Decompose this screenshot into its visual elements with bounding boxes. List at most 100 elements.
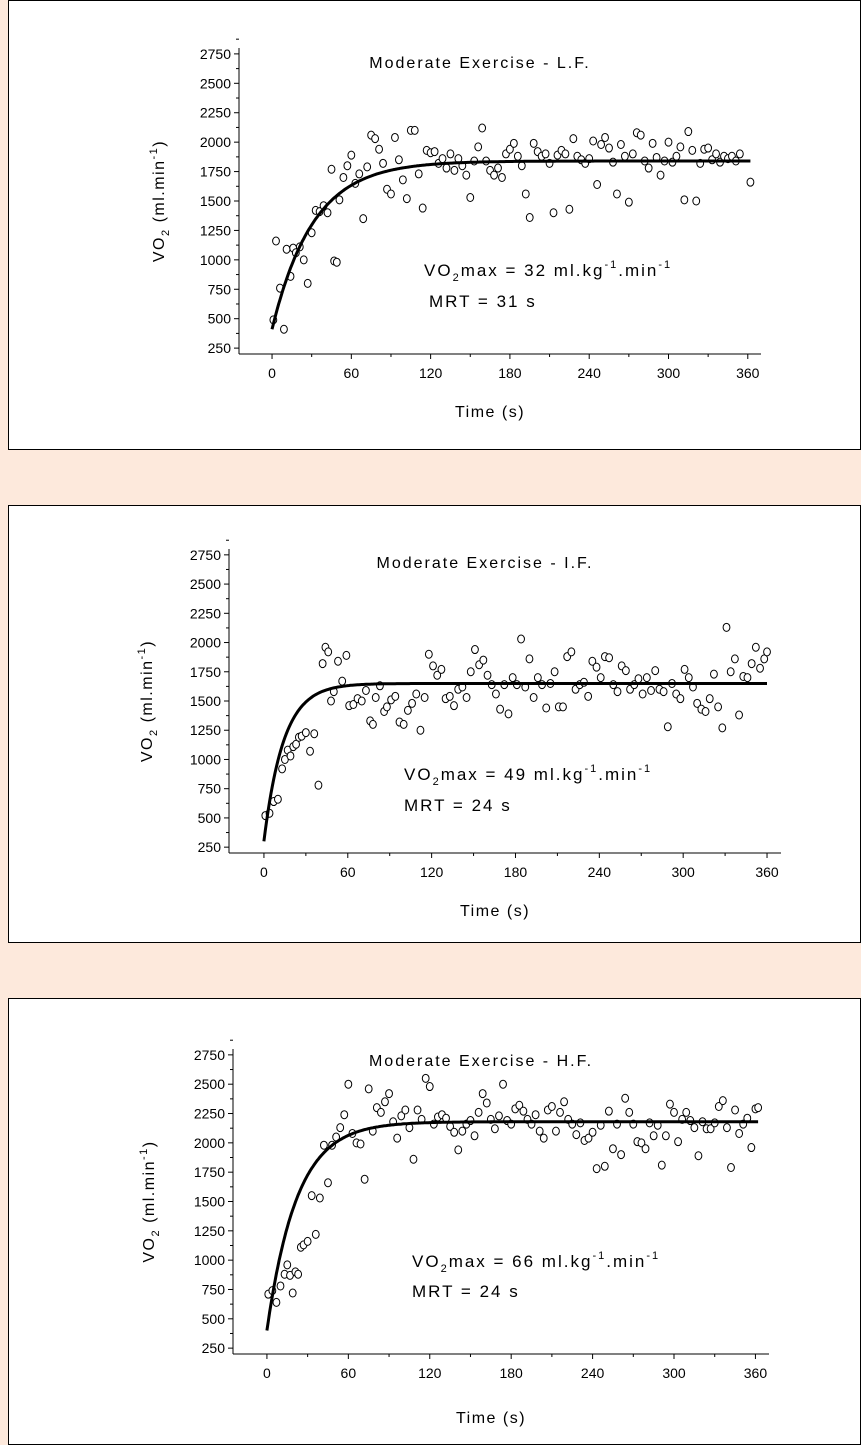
data-point — [283, 1260, 292, 1270]
y-tick-label: 500 — [198, 810, 222, 826]
data-point — [684, 127, 693, 137]
y-tick-label: 750 — [208, 281, 232, 297]
data-point — [584, 691, 593, 701]
data-point — [613, 687, 622, 697]
data-point — [593, 180, 602, 190]
x-tick-label: 360 — [755, 864, 779, 880]
chart-title: Moderate Exercise - I.F. — [377, 555, 594, 572]
data-point — [663, 722, 672, 732]
data-point — [637, 1138, 646, 1148]
y-tick-label: 750 — [202, 1281, 226, 1297]
y-tick-label: 2500 — [190, 576, 221, 592]
x-tick-label: 60 — [340, 864, 356, 880]
data-point — [690, 1123, 699, 1133]
data-point — [446, 149, 455, 159]
data-point — [621, 666, 630, 676]
data-point — [556, 1107, 564, 1117]
vo2max-annotation: VO2max = 49 ml.kg-1.min-1 — [404, 763, 652, 788]
x-tick-label: 0 — [260, 864, 268, 880]
data-point — [336, 1123, 345, 1133]
data-point — [495, 1111, 503, 1121]
y-tick-label: 1000 — [190, 751, 221, 767]
data-point — [430, 147, 439, 157]
data-point — [278, 764, 287, 774]
data-point — [496, 704, 505, 714]
data-point — [272, 236, 280, 246]
data-point — [280, 324, 288, 334]
data-point — [364, 1084, 373, 1094]
data-point — [672, 151, 681, 161]
data-point — [466, 667, 475, 677]
data-point — [535, 1126, 544, 1136]
y-tick-label: 2500 — [194, 1076, 225, 1092]
data-point — [301, 728, 310, 738]
data-point — [343, 161, 352, 171]
data-point — [409, 1154, 418, 1164]
data-point — [531, 1110, 540, 1120]
x-tick-label: 240 — [578, 365, 602, 381]
data-point — [498, 172, 506, 182]
data-point — [539, 1133, 548, 1143]
fit-curve — [265, 1120, 759, 1331]
data-point — [625, 1107, 634, 1117]
data-point — [334, 656, 342, 666]
data-point — [294, 1269, 303, 1279]
data-point — [391, 132, 399, 142]
data-point — [513, 151, 522, 161]
chart-panel-lf: 250 500 750 1000 1250 1500 1750 2000 2250 2500 275… — [8, 0, 861, 450]
data-point — [363, 162, 372, 172]
data-point — [730, 654, 739, 664]
data-point — [288, 1288, 297, 1298]
data-point — [550, 667, 559, 677]
data-point — [620, 151, 629, 161]
data-point — [355, 169, 364, 179]
y-tick-label: 500 — [202, 1311, 226, 1327]
x-tick-label: 120 — [420, 864, 444, 880]
x-tick-label: 60 — [341, 1365, 357, 1381]
data-point — [438, 154, 447, 164]
data-point — [561, 149, 570, 159]
data-point — [704, 143, 713, 153]
data-point — [462, 170, 471, 180]
data-point — [648, 138, 657, 148]
data-point — [342, 650, 351, 660]
data-point — [666, 1099, 674, 1109]
data-point — [450, 1127, 459, 1137]
data-point — [659, 687, 668, 697]
data-point — [479, 655, 488, 665]
chart-panel-if: 250 500 750 1000 1250 1500 1750 2000 2250 2500 275… — [8, 505, 861, 943]
data-point — [442, 163, 451, 173]
x-tick-label: 180 — [498, 365, 522, 381]
data-point — [509, 138, 518, 148]
x-axis-label: Time (s) — [460, 903, 530, 920]
y-tick-label: 1250 — [194, 1223, 225, 1239]
data-point — [592, 662, 601, 672]
data-point — [375, 144, 383, 154]
data-point — [641, 1144, 650, 1154]
y-tick-label: 1750 — [194, 1164, 225, 1180]
x-tick-label: 300 — [662, 1365, 686, 1381]
data-point — [604, 1106, 613, 1116]
data-point — [722, 622, 731, 632]
data-point — [569, 134, 578, 144]
data-point — [349, 700, 358, 710]
data-point — [718, 723, 727, 733]
data-point — [303, 1236, 312, 1246]
data-point — [624, 197, 633, 207]
x-tick-label: 120 — [419, 365, 443, 381]
data-point — [433, 670, 442, 680]
data-point — [525, 212, 534, 222]
data-point — [450, 165, 459, 175]
data-point — [644, 163, 653, 173]
data-point — [398, 175, 407, 185]
data-point — [746, 177, 755, 187]
data-point — [420, 692, 429, 702]
data-point — [508, 673, 517, 683]
chart-title: Moderate Exercise - H.F. — [369, 1053, 593, 1070]
x-tick-label: 240 — [581, 1365, 605, 1381]
data-point — [478, 123, 487, 133]
data-point — [445, 691, 454, 701]
data-point — [385, 1089, 393, 1099]
data-point — [529, 692, 538, 702]
y-tick-label: 250 — [208, 340, 232, 356]
